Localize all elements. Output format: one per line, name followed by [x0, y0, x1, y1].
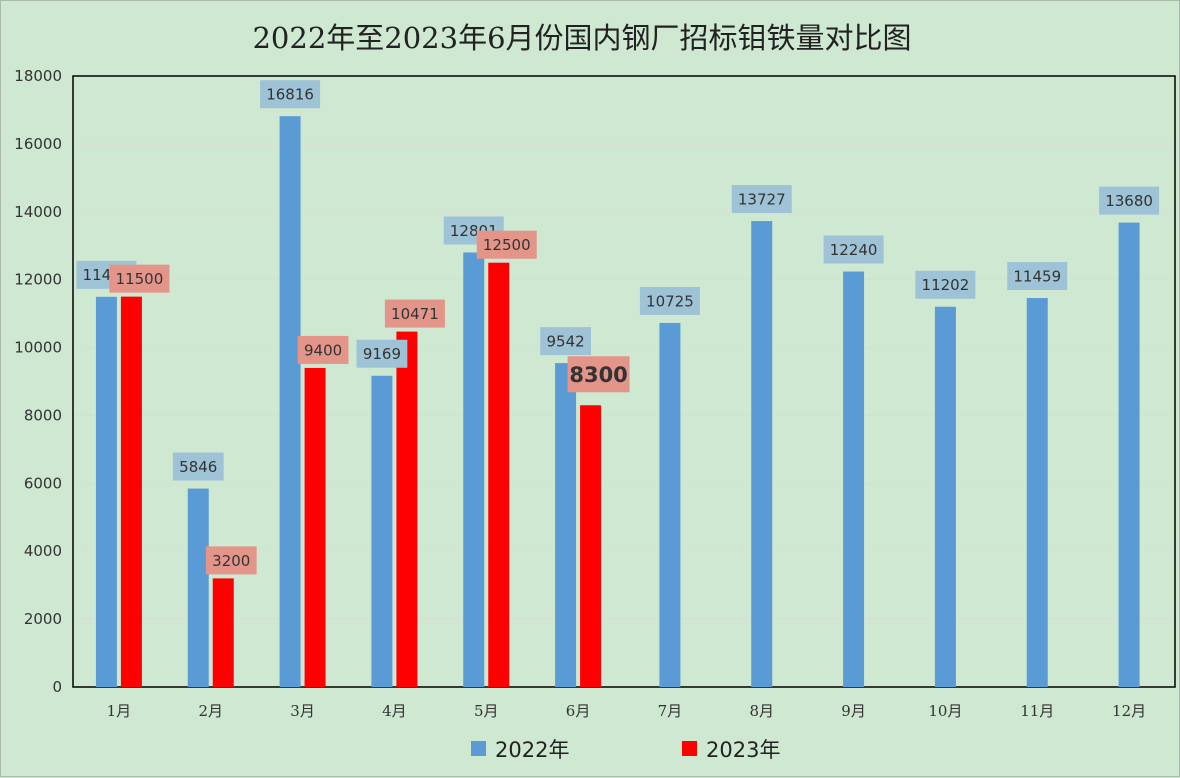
bar-2022 — [843, 271, 865, 687]
x-tick-label: 2月 — [198, 702, 223, 720]
bar-2022 — [371, 375, 393, 687]
x-tick-label: 5月 — [474, 702, 499, 720]
data-label-2023: 11500 — [116, 270, 164, 288]
bar-2022 — [187, 488, 209, 687]
x-tick-label: 3月 — [290, 702, 315, 720]
data-label-2023: 10471 — [391, 305, 439, 323]
bar-2022 — [659, 322, 681, 687]
bar-2022 — [1026, 298, 1048, 687]
y-tick-label: 0 — [52, 678, 62, 696]
data-label-2022: 5846 — [179, 458, 217, 476]
bar-2023 — [212, 578, 234, 687]
data-label-2022-bg — [356, 339, 408, 368]
bar-2023 — [304, 367, 326, 687]
data-label-2022-bg — [639, 286, 700, 315]
x-tick-label: 12月 — [1112, 702, 1146, 720]
data-label-2023-bg — [205, 546, 257, 575]
data-label-2022-bg — [915, 270, 976, 299]
data-label-2022: 9542 — [546, 333, 584, 351]
y-tick-label: 14000 — [14, 203, 62, 221]
bar-2022 — [555, 363, 577, 687]
data-label-2022: 9169 — [363, 345, 401, 363]
legend-swatch — [471, 741, 486, 756]
data-label-2023: 9400 — [304, 341, 342, 359]
bar-2022 — [1118, 222, 1140, 687]
data-label-2022: 11202 — [922, 276, 970, 294]
x-tick-label: 8月 — [749, 702, 774, 720]
x-tick-label: 10月 — [928, 702, 962, 720]
x-tick-label: 11月 — [1020, 702, 1054, 720]
bar-2023 — [120, 296, 142, 687]
data-label-2023: 3200 — [212, 552, 250, 570]
bar-2023 — [580, 405, 602, 687]
bar-2022 — [279, 116, 301, 687]
y-tick-label: 16000 — [14, 135, 62, 153]
y-tick-label: 12000 — [14, 271, 62, 289]
x-tick-label: 9月 — [841, 702, 866, 720]
data-label-2022-bg — [260, 80, 321, 109]
data-label-2023: 12500 — [483, 236, 531, 254]
data-label-2022: 16816 — [266, 86, 314, 104]
data-label-2022: 13727 — [738, 190, 786, 208]
data-label-2022: 13680 — [1105, 192, 1153, 210]
bar-2022 — [95, 296, 117, 687]
data-label-2022: 12240 — [830, 241, 878, 259]
y-tick-label: 8000 — [24, 406, 62, 424]
x-tick-label: 1月 — [107, 702, 132, 720]
y-tick-label: 2000 — [24, 610, 62, 628]
data-label-2022-bg — [731, 185, 792, 214]
legend-label: 2022年 — [495, 738, 569, 762]
data-label-2022-bg — [172, 452, 224, 481]
x-tick-label: 6月 — [566, 702, 591, 720]
bar-2022 — [751, 221, 773, 687]
data-label-2023-bg — [476, 230, 537, 259]
x-tick-label: 7月 — [658, 702, 683, 720]
legend-label: 2023年 — [706, 738, 780, 762]
data-label-2023: 8300 — [569, 363, 627, 387]
bar-2023 — [488, 262, 510, 687]
y-tick-label: 4000 — [24, 542, 62, 560]
plot-border — [72, 75, 1176, 688]
data-label-2023-bg — [297, 335, 349, 364]
legend-swatch — [682, 741, 697, 756]
y-tick-label: 6000 — [24, 474, 62, 492]
data-label-2022-bg — [823, 235, 884, 264]
data-label-2022: 11459 — [1013, 267, 1061, 285]
y-tick-label: 10000 — [14, 339, 62, 357]
bar-2022 — [463, 252, 485, 687]
data-label-2023-bg — [109, 264, 170, 293]
bar-2022 — [934, 306, 956, 687]
data-label-2022-bg — [540, 327, 591, 356]
data-label-2022: 10725 — [646, 292, 694, 310]
bar-2023 — [396, 331, 418, 687]
data-label-2023-bg — [384, 299, 445, 328]
data-label-2022-bg — [1007, 262, 1068, 291]
chart-title: 2022年至2023年6月份国内钢厂招标钼铁量对比图 — [252, 21, 912, 55]
data-label-2023-bg — [567, 356, 630, 393]
data-label-2022-bg — [1099, 186, 1160, 215]
y-tick-label: 18000 — [14, 67, 62, 85]
x-tick-label: 4月 — [382, 702, 407, 720]
